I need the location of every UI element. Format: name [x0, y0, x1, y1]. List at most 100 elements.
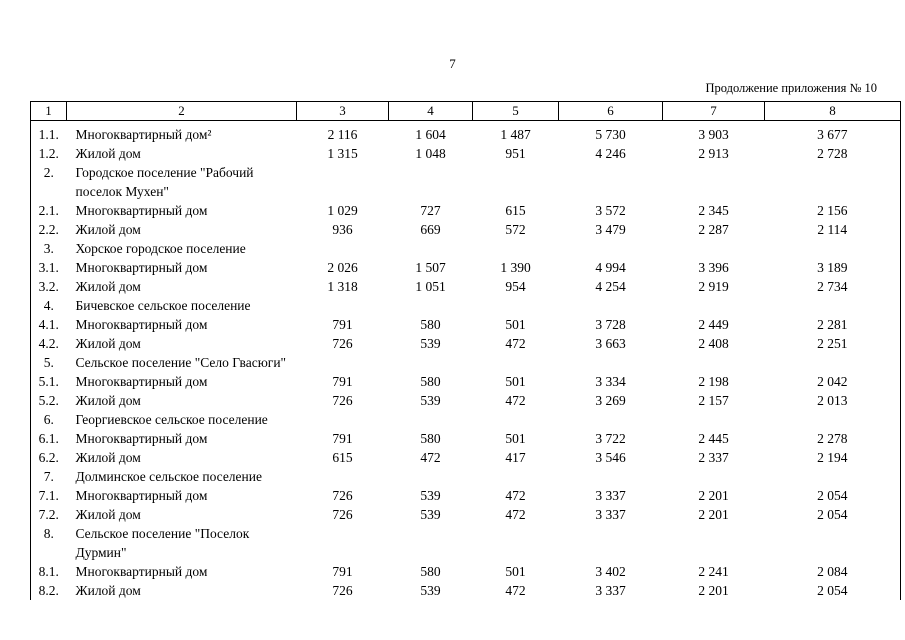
value-cell: [764, 524, 901, 562]
row-name-cell: Сельское поселение "Поселок Дурмин": [75, 526, 250, 560]
row-name-cell: Сельское поселение "Село Гвасюги": [75, 355, 287, 370]
value-cell: 726: [332, 336, 353, 351]
value-cell: [389, 296, 473, 315]
value-cell: 3 728: [595, 317, 626, 332]
value-cell: 2 337: [698, 450, 729, 465]
value-cell: 5 730: [595, 127, 626, 142]
value-cell: [559, 163, 663, 201]
column-header: 1: [30, 101, 67, 121]
value-cell: 2 201: [698, 507, 729, 522]
row-number-cell: 3.: [30, 239, 67, 258]
column-header: 3: [296, 101, 389, 121]
value-cell: [297, 410, 389, 429]
value-cell: [559, 239, 663, 258]
value-cell: [764, 353, 901, 372]
value-cell: [389, 163, 473, 201]
appendix-continuation-note: Продолжение приложения № 10: [705, 81, 877, 95]
row-name-cell: Долминское сельское поселение: [75, 469, 262, 484]
row-name-cell: Жилой дом: [75, 222, 141, 237]
value-cell: [473, 163, 559, 201]
value-cell: 472: [505, 336, 526, 351]
row-name-cell: Жилой дом: [75, 450, 141, 465]
value-cell: 2 913: [698, 146, 729, 161]
table-row: 8.1. Многоквартирный дом 791 580 501 3 4…: [30, 562, 901, 581]
value-cell: [663, 239, 765, 258]
value-cell: 2 156: [764, 201, 901, 220]
row-number-cell: 8.2.: [30, 581, 67, 600]
value-cell: 3 396: [698, 260, 729, 275]
value-cell: 3 337: [595, 488, 626, 503]
value-cell: 539: [420, 336, 441, 351]
row-number-cell: 4.2.: [30, 334, 67, 353]
row-name-cell: Многоквартирный дом: [75, 374, 208, 389]
value-cell: 2 281: [764, 315, 901, 334]
table-row: 4.2. Жилой дом 726 539 472 3 663 2 408 2…: [30, 334, 901, 353]
value-cell: 2 084: [764, 562, 901, 581]
value-cell: 2 054: [764, 486, 901, 505]
value-cell: 936: [332, 222, 353, 237]
value-cell: [297, 467, 389, 486]
row-number-cell: 8.1.: [30, 562, 67, 581]
value-cell: [473, 353, 559, 372]
row-name-cell: Многоквартирный дом²: [75, 127, 212, 142]
value-cell: 4 246: [595, 146, 626, 161]
row-name-cell: Жилой дом: [75, 507, 141, 522]
table-row: 2.2. Жилой дом 936 669 572 3 479 2 287 2…: [30, 220, 901, 239]
value-cell: 2 201: [698, 488, 729, 503]
row-name-cell: Бичевское сельское поселение: [75, 298, 251, 313]
table-row: 3.1. Многоквартирный дом 2 026 1 507 1 3…: [30, 258, 901, 277]
value-cell: 501: [505, 564, 526, 579]
value-cell: 726: [332, 583, 353, 598]
value-cell: [473, 410, 559, 429]
row-name-cell: Жилой дом: [75, 279, 141, 294]
table-row: 6. Георгиевское сельское поселение: [30, 410, 901, 429]
value-cell: 2 114: [764, 220, 901, 239]
table-row: 3.2. Жилой дом 1 318 1 051 954 4 254 2 9…: [30, 277, 901, 296]
value-cell: [663, 353, 765, 372]
value-cell: 1 048: [415, 146, 446, 161]
row-number-cell: 6.: [30, 410, 67, 429]
row-name-cell: Многоквартирный дом: [75, 431, 208, 446]
value-cell: 3 903: [698, 127, 729, 142]
value-cell: [663, 163, 765, 201]
value-cell: [764, 163, 901, 201]
table-row: 5.1. Многоквартирный дом 791 580 501 3 3…: [30, 372, 901, 391]
value-cell: [297, 239, 389, 258]
value-cell: 580: [420, 374, 441, 389]
row-number-cell: 8.: [30, 524, 67, 562]
value-cell: 3 572: [595, 203, 626, 218]
value-cell: 2 278: [764, 429, 901, 448]
value-cell: 2 198: [698, 374, 729, 389]
value-cell: [559, 353, 663, 372]
value-cell: 472: [505, 488, 526, 503]
table-row: 7.1. Многоквартирный дом 726 539 472 3 3…: [30, 486, 901, 505]
table-row: 1.2. Жилой дом 1 315 1 048 951 4 246 2 9…: [30, 144, 901, 163]
value-cell: [297, 524, 389, 562]
value-cell: 726: [332, 507, 353, 522]
row-name-cell: Жилой дом: [75, 336, 141, 351]
value-cell: 615: [505, 203, 526, 218]
value-cell: 2 734: [764, 277, 901, 296]
value-cell: 1 029: [327, 203, 358, 218]
table-row: 6.1. Многоквартирный дом 791 580 501 3 7…: [30, 429, 901, 448]
value-cell: 580: [420, 317, 441, 332]
row-name-cell: Хорское городское поселение: [75, 241, 246, 256]
value-cell: 954: [505, 279, 526, 294]
row-number-cell: 2.1.: [30, 201, 67, 220]
value-cell: 539: [420, 507, 441, 522]
value-cell: 3 269: [595, 393, 626, 408]
row-number-cell: 6.1.: [30, 429, 67, 448]
value-cell: 1 315: [327, 146, 358, 161]
row-number-cell: 7.1.: [30, 486, 67, 505]
column-header: 2: [66, 101, 297, 121]
row-number-cell: 4.1.: [30, 315, 67, 334]
value-cell: 791: [332, 317, 353, 332]
column-header: 8: [764, 101, 901, 121]
row-number-cell: 1.1.: [30, 120, 67, 144]
value-cell: [663, 467, 765, 486]
value-cell: 539: [420, 393, 441, 408]
column-header: 5: [472, 101, 559, 121]
value-cell: 1 604: [415, 127, 446, 142]
value-cell: [663, 296, 765, 315]
value-cell: 615: [332, 450, 353, 465]
